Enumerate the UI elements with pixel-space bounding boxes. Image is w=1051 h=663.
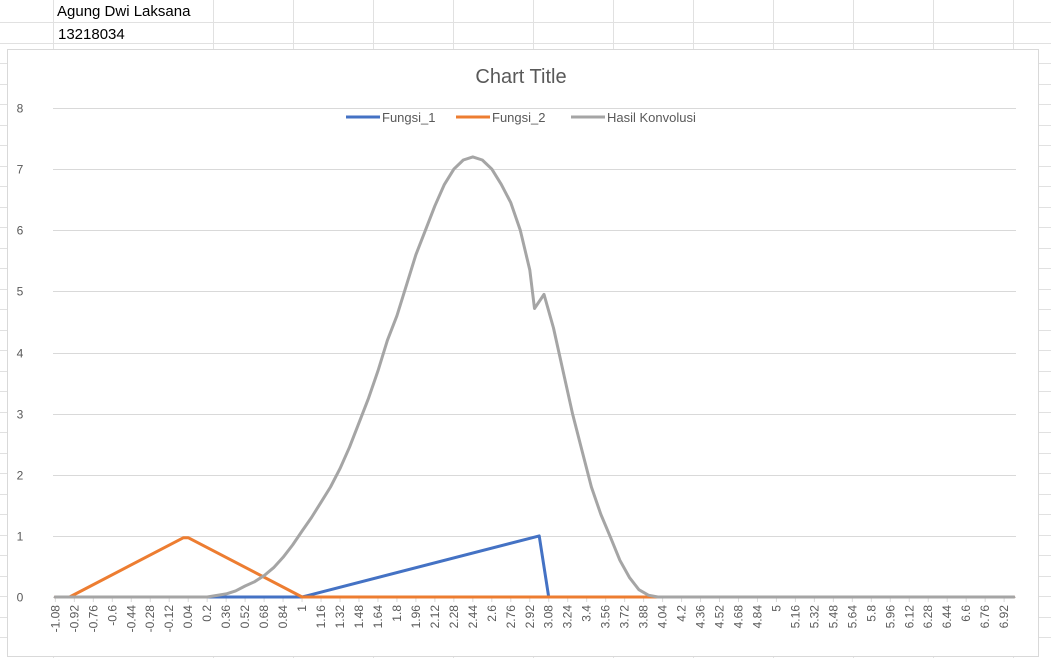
- x-tick-label: 6.44: [940, 605, 954, 629]
- x-tick-label: 1.48: [352, 605, 366, 629]
- chart-title[interactable]: Chart Title: [475, 66, 566, 88]
- cell-student-id[interactable]: 13218034: [58, 26, 125, 43]
- line-chart: Chart Title 0 1 2 3 4 5 6 7 8 -1.08 -0.92 -0.76 -0.…: [17, 66, 1016, 632]
- x-tick-label: 4.84: [750, 605, 764, 629]
- x-tick-label: 3.72: [618, 605, 632, 629]
- x-tick-label: 4.2: [675, 605, 689, 622]
- series-line-2[interactable]: [53, 536, 1016, 599]
- x-tick-label: -0.28: [143, 605, 157, 633]
- x-tick-label: 5.32: [807, 605, 821, 629]
- x-tick-label: 4.68: [731, 605, 745, 629]
- x-tick-label: -0.92: [67, 605, 81, 633]
- x-tick-label: 5.48: [826, 605, 840, 629]
- series-line-3[interactable]: [53, 155, 1016, 599]
- x-tick-label: 2.44: [466, 605, 480, 629]
- x-tick-label: 4.36: [694, 605, 708, 629]
- series-lines: [53, 155, 1016, 599]
- x-tick-label: 0.04: [181, 605, 195, 629]
- x-tick-label: 2.92: [523, 605, 537, 629]
- x-tick-label: 2.6: [485, 605, 499, 622]
- legend[interactable]: Fungsi_1 Fungsi_2 Hasil Konvolusi: [346, 110, 696, 125]
- x-tick-label: 3.88: [637, 605, 651, 629]
- x-tick-label: 6.28: [921, 605, 935, 629]
- x-tick-label: 2.76: [504, 605, 518, 629]
- y-tick-label: 5: [17, 285, 24, 299]
- x-tick-label: 6.12: [902, 605, 916, 629]
- y-tick-label: 4: [17, 347, 24, 361]
- x-tick-label: 0.84: [276, 605, 290, 629]
- y-tick-label: 6: [17, 224, 24, 238]
- chart-area[interactable]: Chart Title 0 1 2 3 4 5 6 7 8 -1.08 -0.92 -0.76 -0.…: [7, 49, 1039, 657]
- x-tick-label: 6.76: [978, 605, 992, 629]
- x-tick-label: -0.44: [124, 605, 138, 633]
- x-tick-label: 1: [295, 605, 309, 612]
- legend-entry[interactable]: Fungsi_1: [382, 110, 435, 125]
- x-tick-label: 1.16: [314, 605, 328, 629]
- x-tick-label: 1.96: [409, 605, 423, 629]
- x-tick-label: -0.6: [105, 605, 119, 626]
- x-tick-label: 0.52: [238, 605, 252, 629]
- x-tick-label: 5.64: [845, 605, 859, 629]
- x-tick-label: 3.4: [580, 605, 594, 622]
- x-tick-label: 2.12: [428, 605, 442, 629]
- x-tick-label: 5.8: [864, 605, 878, 622]
- x-tick-label: 0.2: [200, 605, 214, 622]
- x-tick-label: 3.08: [542, 605, 556, 629]
- y-tick-label: 1: [17, 530, 24, 544]
- x-tick-label: 3.56: [599, 605, 613, 629]
- x-tick-label: -1.08: [48, 605, 62, 633]
- x-tick-label: 5.16: [788, 605, 802, 629]
- x-tick-label: -0.12: [162, 605, 176, 633]
- x-tick-label: -0.76: [86, 605, 100, 633]
- y-tick-label: 2: [17, 469, 24, 483]
- x-tick-label: 6.6: [959, 605, 973, 622]
- x-tick-label: 0.68: [257, 605, 271, 629]
- y-tick-label: 8: [17, 102, 24, 116]
- gridlines: [53, 108, 1016, 537]
- x-tick-label: 1.64: [371, 605, 385, 629]
- x-tick-label: 6.92: [997, 605, 1011, 629]
- y-tick-label: 7: [17, 163, 24, 177]
- x-tick-label: 3.24: [561, 605, 575, 629]
- x-tick-label: 5.96: [883, 605, 897, 629]
- x-tick-label: 5: [769, 605, 783, 612]
- x-tick-label: 4.52: [713, 605, 727, 629]
- x-tick-label: 1.8: [390, 605, 404, 622]
- x-tick-label: 1.32: [333, 605, 347, 629]
- legend-entry[interactable]: Hasil Konvolusi: [607, 110, 696, 125]
- x-tick-label: 0.36: [219, 605, 233, 629]
- cell-author-name[interactable]: Agung Dwi Laksana: [57, 3, 191, 20]
- x-tick-label: 2.28: [447, 605, 461, 629]
- legend-entry[interactable]: Fungsi_2: [492, 110, 545, 125]
- y-axis-ticks: 0 1 2 3 4 5 6 7 8: [17, 102, 24, 605]
- x-axis: -1.08 -0.92 -0.76 -0.6 -0.44 -0.28 -0.12 0.04 0.…: [48, 597, 1016, 632]
- y-tick-label: 3: [17, 408, 24, 422]
- y-tick-label: 0: [17, 591, 24, 605]
- x-tick-label: 4.04: [656, 605, 670, 629]
